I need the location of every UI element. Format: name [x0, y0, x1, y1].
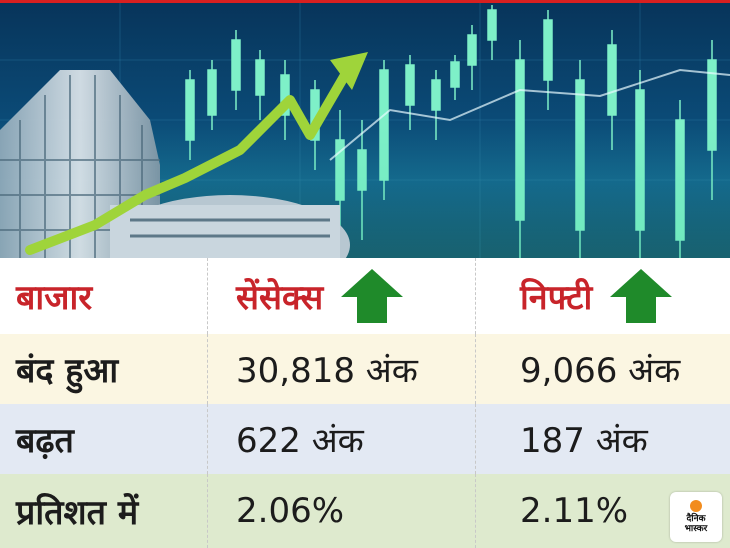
row-label-cell: बंद हुआ — [0, 334, 207, 404]
logo-line2: भास्कर — [684, 524, 708, 534]
sensex-value-cell: 30,818 अंक — [207, 334, 475, 404]
dainik-bhaskar-logo: दैनिक भास्कर — [670, 492, 722, 542]
row-label-cell: बढ़त — [0, 404, 207, 474]
nifty-percent-value: 2.11% — [520, 491, 629, 531]
table-header-row: बाजार सेंसेक्स निफ्टी — [0, 258, 730, 334]
nifty-value-cell: 2.11% — [475, 474, 730, 548]
nifty-value-cell: 187 अंक — [475, 404, 730, 474]
header-sensex-label: सेंसेक्स — [236, 278, 324, 318]
table-row: बढ़त 622 अंक 187 अंक — [0, 404, 730, 474]
row-label: बढ़त — [16, 421, 74, 461]
header-cell-sensex: सेंसेक्स — [207, 258, 475, 334]
sensex-percent-value: 2.06% — [236, 491, 345, 531]
row-label: प्रतिशत में — [16, 493, 139, 533]
row-label: बंद हुआ — [16, 351, 119, 391]
rising-arrow-graphic — [25, 52, 368, 255]
header-cell-nifty: निफ्टी — [475, 258, 730, 334]
up-arrow-icon — [341, 269, 404, 323]
up-arrow-icon — [610, 269, 673, 323]
sensex-close-value: 30,818 अंक — [236, 351, 418, 391]
header-nifty-label: निफ्टी — [520, 278, 593, 318]
sensex-value-cell: 2.06% — [207, 474, 475, 548]
stock-market-hero-image — [0, 0, 730, 258]
row-label-cell: प्रतिशत में — [0, 474, 207, 548]
sensex-value-cell: 622 अंक — [207, 404, 475, 474]
table-row: बंद हुआ 30,818 अंक 9,066 अंक — [0, 334, 730, 404]
table-row: प्रतिशत में 2.06% 2.11% — [0, 474, 730, 548]
nifty-gain-value: 187 अंक — [520, 421, 648, 461]
market-data-table: बाजार सेंसेक्स निफ्टी बंद हुआ 30,818 अंक — [0, 258, 730, 548]
hero-illustration — [0, 0, 730, 258]
sensex-gain-value: 622 अंक — [236, 421, 364, 461]
nifty-value-cell: 9,066 अंक — [475, 334, 730, 404]
sun-icon — [690, 500, 702, 512]
logo-line1: दैनिक — [686, 514, 706, 524]
header-market-label: बाजार — [16, 278, 93, 318]
header-cell-market: बाजार — [0, 258, 207, 334]
nifty-close-value: 9,066 अंक — [520, 351, 681, 391]
trend-line-secondary — [329, 68, 730, 161]
